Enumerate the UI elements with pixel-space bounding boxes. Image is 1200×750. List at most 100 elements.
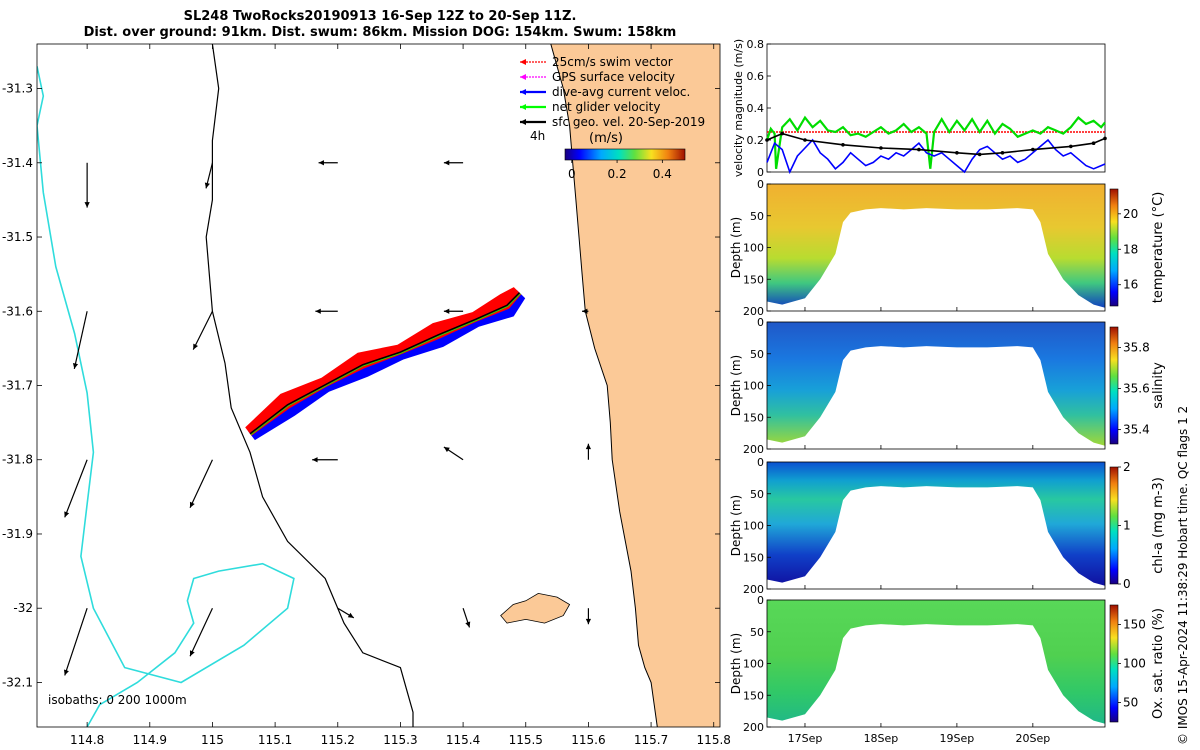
map-ytick-label-8: -32.1	[2, 675, 33, 689]
temperature-colorbar	[1109, 188, 1119, 307]
salinity-ytick-label-2: 100	[743, 380, 764, 393]
chlorophyll-cbar-tick-label-2: 2	[1123, 460, 1131, 474]
map-ytick-label-7: -32	[13, 601, 33, 615]
map-y-axis: -31.3 -31.4 -31.5 -31.6 -31.7 -31.8 -31.9 -32 -3…	[2, 82, 720, 689]
geo-vector-head-8	[582, 308, 588, 314]
legend-arrow-0	[520, 59, 526, 65]
map-xtick-label-6: 115.4	[446, 733, 480, 747]
section-xtick-label-0: 17Sep	[788, 732, 823, 745]
sfc-geo-point-3	[841, 143, 845, 147]
geo-vector-head-18	[585, 618, 592, 625]
glider-track-line	[249, 292, 521, 435]
geo-vector-head-1	[204, 182, 210, 189]
temperature-cbar-tick-label-2: 20	[1123, 207, 1138, 221]
oxygen-section-field	[767, 600, 1105, 724]
vel-ytick-label-0: 0	[757, 166, 764, 179]
geo-vector-9	[64, 459, 88, 518]
chlorophyll-colorbar	[1109, 466, 1119, 585]
legend-arrow-2	[520, 89, 526, 95]
map-xtick-label-10: 115.8	[697, 733, 731, 747]
geo-vector-head-6	[315, 308, 321, 314]
geo-vector-head-2	[318, 160, 324, 166]
legend-label-1: GPS surface velocity	[552, 70, 675, 84]
temperature-ylabel: Depth (m)	[729, 217, 743, 278]
chart-title-line1: SL248 TwoRocks20190913 16-Sep 12Z to 20-…	[183, 9, 577, 24]
geo-vector-14	[64, 608, 88, 676]
isobaths-label: isobaths: 0 200 1000m	[48, 693, 187, 707]
geo-vector-field	[63, 160, 592, 676]
temperature-cbar-label: temperature (°C)	[1151, 192, 1166, 304]
coastline-isobath-0	[550, 44, 658, 727]
sfc-geo-point-1	[780, 131, 784, 136]
legend-arrow-4	[520, 119, 526, 125]
map-ytick-label-0: -31.3	[2, 82, 33, 96]
salinity-ytick-label-4: 200	[743, 443, 764, 456]
temperature-cbar-tick-label-1: 18	[1123, 242, 1138, 256]
map-colorbar-label: (m/s)	[589, 131, 623, 146]
map-cbar-tick-label-0: 0	[568, 167, 576, 181]
salinity-ytick-label-0: 0	[757, 316, 764, 329]
chlorophyll-ytick-label-4: 200	[743, 583, 764, 596]
geo-vector-head-4	[72, 363, 79, 369]
net-glider-line	[250, 293, 521, 436]
map-xtick-label-7: 115.5	[509, 733, 543, 747]
temperature-ytick-label-0: 0	[757, 178, 764, 191]
glider-track-swath	[245, 287, 526, 441]
geo-vector-head-13	[585, 443, 592, 450]
legend-label-4: sfc geo. vel. 20-Sep-2019	[552, 115, 705, 129]
chlorophyll-cbar-label: chl-a (mg m-3)	[1151, 477, 1166, 574]
vel-ytick-label-3: 0.6	[747, 70, 765, 83]
sfc-geo-point-5	[917, 147, 921, 152]
temperature-section-field	[767, 184, 1105, 308]
chlorophyll-ytick-label-0: 0	[757, 456, 764, 469]
geo-vector-15	[189, 607, 213, 657]
map-ytick-label-4: -31.7	[2, 379, 33, 393]
chlorophyll-panel: 0 50 100 150 200 Depth (m) 0 1 2 chl-a (mg m-3)	[729, 456, 1166, 596]
map-ytick-label-5: -31.8	[2, 453, 33, 467]
chart-title-line2: Dist. over ground: 91km. Dist. swum: 86k…	[83, 25, 677, 40]
map-xtick-label-5: 115.3	[383, 733, 417, 747]
geo-vector-5	[192, 310, 213, 350]
sfc-geo-point-7	[977, 152, 982, 157]
velocity-ylabel: velocity magnitude (m/s)	[732, 39, 745, 177]
vel-ytick-label-2: 0.4	[747, 102, 765, 115]
map-xtick-label-9: 115.7	[634, 733, 668, 747]
vel-ytick-label-4: 0.8	[747, 38, 765, 51]
section-xtick-label-3: 20Sep	[1015, 732, 1050, 745]
chlorophyll-cbar-tick-label-0: 0	[1123, 577, 1131, 591]
map-xtick-label-0: 114.8	[70, 733, 104, 747]
oxygen-ytick-label-3: 150	[743, 689, 764, 702]
legend-label-0: 25cm/s swim vector	[552, 55, 673, 69]
salinity-cbar-tick-label-0: 35.4	[1123, 423, 1150, 437]
sfc-geo-point-11	[1091, 141, 1096, 145]
temperature-cbar-tick-label-0: 16	[1123, 278, 1138, 292]
temperature-ytick-label-4: 200	[743, 305, 764, 318]
oxygen-panel: 0 50 100 150 200 Depth (m) 50 100 150 Ox. sat. ra…	[729, 594, 1166, 734]
velocity-series	[765, 115, 1107, 175]
temperature-ytick-label-1: 50	[750, 210, 764, 223]
section-xtick-label-2: 19Sep	[940, 732, 975, 745]
geo-vector-head-0	[84, 202, 90, 208]
temperature-ytick-label-3: 150	[743, 273, 764, 286]
salinity-section-field	[767, 322, 1105, 446]
velocity-panel: 0 0.2 0.4 0.6 0.8 velocity magnitude (m/s)	[732, 38, 1107, 179]
map-colorbar-ticks: 0 0.2 0.4	[568, 160, 672, 181]
isobath-1000m	[37, 66, 295, 727]
geo-vector-head-9	[64, 511, 70, 518]
oxygen-cbar-tick-label-2: 150	[1123, 618, 1146, 632]
geo-vector-head-16	[347, 612, 354, 618]
salinity-cbar-tick-label-2: 35.8	[1123, 341, 1150, 355]
map-xtick-label-8: 115.6	[571, 733, 605, 747]
oxygen-ytick-label-0: 0	[757, 594, 764, 607]
velocity-y-axis: 0 0.2 0.4 0.6 0.8	[747, 38, 771, 179]
map-cbar-tick-label-2: 0.4	[653, 167, 672, 181]
map-cbar-tick-label-1: 0.2	[608, 167, 627, 181]
geo-vector-head-17	[465, 621, 471, 628]
chlorophyll-section-field	[767, 462, 1105, 586]
sfc-geo-point-8	[1000, 151, 1005, 155]
chlorophyll-cbar-tick-label-1: 1	[1123, 519, 1131, 533]
map-colorbar	[564, 148, 686, 161]
oxygen-cbar-tick-label-1: 100	[1123, 657, 1146, 671]
chlorophyll-ylabel: Depth (m)	[729, 495, 743, 556]
